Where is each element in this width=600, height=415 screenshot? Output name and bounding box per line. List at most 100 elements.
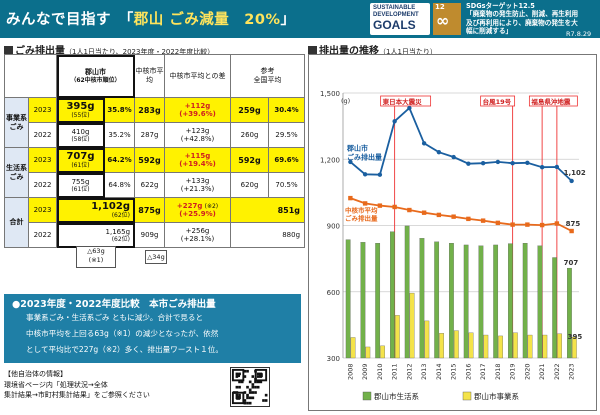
- table-row: 2022 755g (61位) 64.8% 622g +133g (+21.3%) …: [5, 172, 306, 198]
- bar-household: [493, 244, 499, 359]
- x-tick-label: 2018: [494, 363, 502, 380]
- bar-business: [557, 333, 562, 359]
- series-label-core-avg: 中核市平均: [345, 205, 378, 214]
- end-label-business: 395: [568, 333, 583, 341]
- series-label-koriyama: 郡山市: [346, 143, 368, 152]
- reduction-note-1: △63g (※1): [76, 246, 116, 268]
- waste-table: 郡山市 （62中核市順位） 中核市平均 中核市平均との差 参考 全国平均 事業系ごみ…: [4, 54, 306, 248]
- bar-household: [390, 231, 395, 359]
- page-title: みんなで目指す 「郡山 ごみ減量 20%」: [6, 12, 296, 28]
- point-core-avg: [539, 222, 545, 228]
- y-tick-label: 600: [327, 289, 340, 297]
- y-tick-label: 900: [327, 223, 340, 231]
- legend-label: 郡山市事業系: [474, 391, 519, 401]
- legend-swatch: [362, 391, 372, 401]
- bar-business: [453, 330, 459, 359]
- reduction-note-2: △34g: [145, 250, 167, 264]
- table-row: 事業系ごみ 2023 395g (55位) 35.8% 283g +112g (+3…: [4, 97, 306, 148]
- y-unit-label: (g): [341, 97, 350, 105]
- x-tick-label: 2008: [346, 363, 354, 380]
- bar-household: [375, 243, 381, 359]
- summary-title: ●2023年度・2022年度比較 本市ごみ排出量: [12, 299, 216, 310]
- table-row: 生活系ごみ 2023 707g (61位) 64.2% 592g +115g (+1…: [4, 147, 306, 198]
- point-koriyama: [569, 178, 574, 184]
- bar-household: [537, 245, 543, 359]
- square-bullet-icon: [4, 46, 13, 55]
- infinity-icon: ∞: [436, 11, 450, 30]
- point-core-avg: [451, 214, 456, 219]
- x-tick-label: 2017: [479, 363, 487, 380]
- line-koriyama: [349, 106, 573, 182]
- summary-line: 中核市平均を上回る63g（※1）の減少となったが、依然: [26, 329, 219, 338]
- cat-household: 生活系ごみ: [4, 147, 29, 198]
- event-label: 東日本大震災: [383, 97, 423, 106]
- point-koriyama: [421, 141, 427, 146]
- bar-business: [512, 332, 518, 359]
- point-core-avg: [480, 218, 486, 223]
- chart-panel: 300 600 900 1,200 1,500 (g) 東日本大震災 台風19号 福島県沖地震郡…: [308, 54, 597, 411]
- col-ref: 参考 全国平均: [230, 54, 306, 98]
- bar-business: [483, 334, 489, 359]
- point-core-avg: [362, 201, 368, 206]
- y-tick-label: 300: [327, 355, 340, 363]
- end-label-household: 707: [564, 259, 579, 267]
- point-koriyama: [525, 160, 530, 165]
- series-label-koriyama-2: ごみ排出量: [347, 152, 382, 161]
- event-label: 台風19号: [483, 97, 512, 106]
- point-koriyama: [480, 161, 486, 166]
- y-tick-label: 1,500: [320, 90, 340, 98]
- square-bullet-icon: [308, 46, 317, 55]
- x-tick-label: 2020: [523, 363, 531, 380]
- bar-business: [350, 337, 356, 359]
- point-core-avg: [569, 228, 574, 234]
- x-tick-label: 2019: [509, 363, 517, 380]
- point-koriyama: [495, 159, 501, 165]
- header-bar: みんなで目指す 「郡山 ごみ減量 20%」 SUSTAINABLE DEVELO…: [0, 0, 600, 38]
- x-tick-label: 2022: [553, 363, 561, 380]
- point-koriyama: [407, 105, 412, 111]
- point-koriyama: [436, 149, 442, 155]
- x-tick-label: 2009: [361, 363, 369, 380]
- point-koriyama: [348, 159, 353, 165]
- point-core-avg: [407, 207, 412, 213]
- bar-business: [424, 320, 430, 359]
- x-tick-label: 2011: [391, 363, 399, 380]
- bar-business: [365, 346, 371, 359]
- line-core-avg: [350, 197, 573, 232]
- point-core-avg: [466, 216, 471, 222]
- event-label-box: [480, 95, 516, 107]
- cat-total: 合計: [4, 197, 29, 248]
- bar-household: [419, 238, 425, 359]
- point-core-avg: [421, 210, 427, 215]
- bar-business: [439, 333, 444, 359]
- sdg12-badge: 12 ∞: [433, 3, 461, 35]
- bar-business: [542, 334, 548, 359]
- x-tick-label: 2014: [435, 363, 443, 380]
- bar-business: [498, 335, 503, 359]
- point-core-avg: [348, 195, 353, 201]
- point-core-avg: [436, 212, 442, 218]
- cat-business: 事業系ごみ: [4, 97, 29, 148]
- summary-box: ●2023年度・2022年度比較 本市ごみ排出量 事業系ごみ・生活系ごみ ともに…: [4, 294, 301, 363]
- point-koriyama: [392, 119, 397, 124]
- chart-section-title: 排出量の推移（1人1日当たり）: [308, 42, 437, 57]
- event-label: 福島県沖地震: [530, 97, 571, 106]
- point-core-avg: [510, 222, 515, 227]
- bar-business: [380, 345, 385, 359]
- point-core-avg: [554, 221, 560, 226]
- bar-household: [404, 225, 410, 359]
- legend-swatch: [462, 391, 472, 401]
- sdg-goals-logo: SUSTAINABLE DEVELOPMENT GOALS: [370, 3, 430, 35]
- bar-household: [478, 245, 484, 359]
- end-label-koriyama: 1,102: [564, 169, 586, 177]
- bar-household: [434, 241, 440, 359]
- point-core-avg: [377, 203, 383, 208]
- bar-household: [552, 257, 558, 359]
- bar-household: [345, 239, 351, 359]
- x-tick-label: 2015: [450, 363, 458, 380]
- x-tick-label: 2023: [568, 363, 576, 380]
- table-row: 2022 410g (58位) 35.2% 287g +123g (+42.8%) …: [5, 122, 306, 148]
- point-core-avg: [495, 220, 501, 226]
- point-koriyama: [554, 164, 560, 170]
- qr-code-icon[interactable]: [230, 367, 270, 407]
